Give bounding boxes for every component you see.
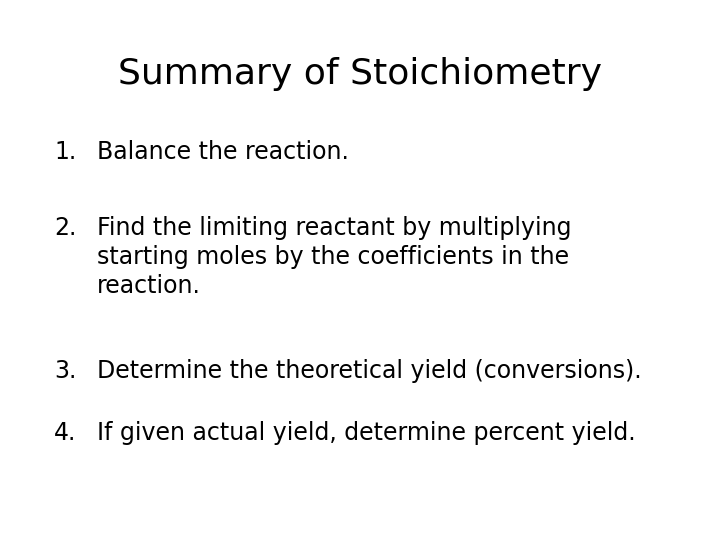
Text: Balance the reaction.: Balance the reaction. <box>97 140 349 164</box>
Text: Summary of Stoichiometry: Summary of Stoichiometry <box>118 57 602 91</box>
Text: 2.: 2. <box>54 216 76 240</box>
Text: 3.: 3. <box>54 359 76 383</box>
Text: If given actual yield, determine percent yield.: If given actual yield, determine percent… <box>97 421 636 445</box>
Text: Determine the theoretical yield (conversions).: Determine the theoretical yield (convers… <box>97 359 642 383</box>
Text: starting moles by the coefficients in the: starting moles by the coefficients in th… <box>97 245 570 269</box>
Text: 4.: 4. <box>54 421 76 445</box>
Text: Find the limiting reactant by multiplying: Find the limiting reactant by multiplyin… <box>97 216 572 240</box>
Text: reaction.: reaction. <box>97 274 201 298</box>
Text: 1.: 1. <box>54 140 76 164</box>
